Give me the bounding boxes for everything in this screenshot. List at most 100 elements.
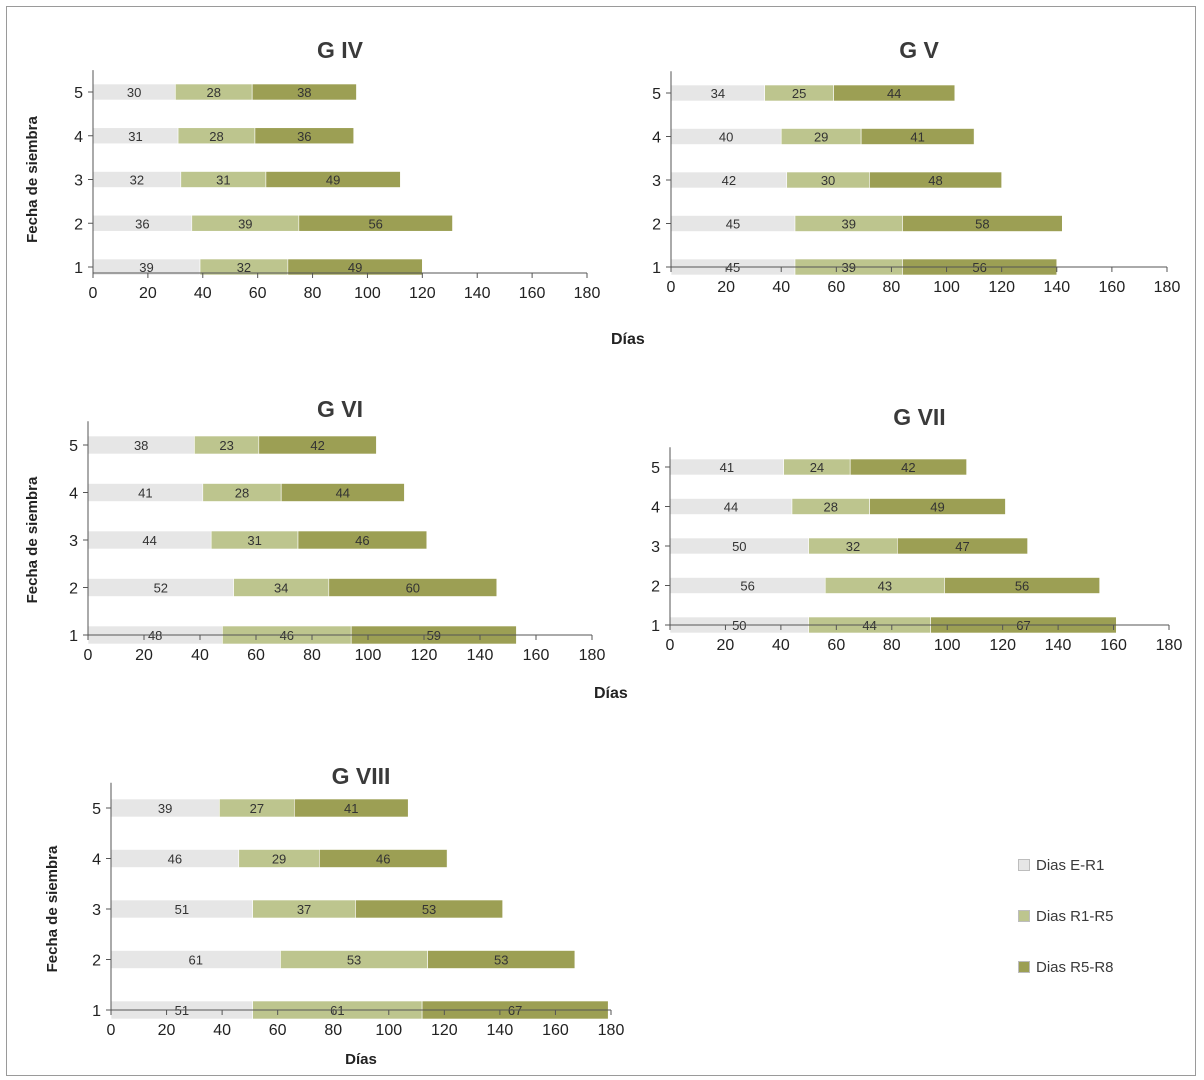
x-tick-label-160: 160 [519,285,546,302]
data-label-dias-e-r1-cat-2: 52 [154,581,168,596]
legend-swatch-r1-r5 [1018,910,1030,922]
bar-dias-r5-r8-cat-2 [902,215,1063,232]
x-tick-label-160: 160 [1100,637,1127,654]
x-tick-label-180: 180 [574,285,601,302]
y-tick-label-5: 5 [92,801,101,818]
data-label-dias-r1-r5-cat-5: 24 [810,460,824,475]
data-label-dias-e-r1-cat-1: 39 [139,260,153,275]
x-tick-label-20: 20 [717,637,735,654]
y-tick-label-5: 5 [74,85,83,102]
data-label-dias-e-r1-cat-5: 41 [720,460,734,475]
x-tick-label-60: 60 [827,279,845,296]
bar-dias-r5-r8-cat-4 [280,483,405,502]
data-label-dias-e-r1-cat-3: 50 [732,539,746,554]
x-tick-label-120: 120 [411,647,438,664]
x-tick-label-80: 80 [304,285,322,302]
data-label-dias-r5-r8-cat-2: 60 [406,581,420,596]
x-axis-label-top: Días [611,331,645,348]
x-tick-label-140: 140 [487,1022,514,1039]
x-tick-label-60: 60 [827,637,845,654]
bar-dias-r5-r8-cat-5 [258,435,377,455]
x-tick-label-40: 40 [213,1022,231,1039]
data-label-dias-r1-r5-cat-3: 32 [846,539,860,554]
x-tick-label-120: 120 [989,637,1016,654]
x-axis-label: Días [345,1051,377,1068]
x-tick-label-160: 160 [523,647,550,664]
data-label-dias-r5-r8-cat-4: 36 [297,129,311,144]
y-tick-label-5: 5 [651,460,660,477]
x-tick-label-180: 180 [1156,637,1183,654]
data-label-dias-e-r1-cat-4: 41 [138,486,152,501]
data-label-dias-r1-r5-cat-2: 39 [238,216,252,231]
x-tick-label-80: 80 [883,637,901,654]
x-tick-label-60: 60 [249,285,267,302]
x-axis-label-middle: Días [594,685,628,702]
chart-title: G VII [893,404,945,430]
legend-label-e-r1: Dias E-R1 [1036,856,1105,874]
data-label-dias-r5-r8-cat-4: 49 [930,500,944,515]
y-tick-label-3: 3 [74,173,83,190]
bar-dias-r5-r8-cat-5 [294,798,409,818]
y-tick-label-1: 1 [651,618,660,635]
bar-dias-r5-r8-cat-4 [869,498,1006,515]
x-tick-label-140: 140 [464,285,491,302]
data-label-dias-e-r1-cat-2: 36 [135,216,149,231]
bar-dias-r5-r8-cat-3 [869,171,1002,189]
data-label-dias-r1-r5-cat-1: 32 [237,260,251,275]
y-tick-label-4: 4 [92,852,101,869]
x-tick-label-20: 20 [717,279,735,296]
data-label-dias-e-r1-cat-5: 34 [711,86,725,101]
x-tick-label-0: 0 [107,1022,116,1039]
y-tick-label-2: 2 [92,953,101,970]
bar-dias-r5-r8-cat-4 [254,127,355,145]
data-label-dias-e-r1-cat-5: 30 [127,85,141,100]
y-axis-label: Fecha de siembra [44,845,61,972]
data-label-dias-r1-r5-cat-2: 39 [841,217,855,232]
data-label-dias-r5-r8-cat-4: 46 [376,852,390,867]
data-label-dias-r1-r5-cat-5: 23 [219,438,233,453]
x-tick-label-80: 80 [883,279,901,296]
y-tick-label-1: 1 [69,628,78,645]
data-label-dias-r1-r5-cat-3: 31 [247,533,261,548]
chart-title: G IV [317,37,364,63]
y-tick-label-4: 4 [74,129,83,146]
x-tick-label-0: 0 [667,279,676,296]
data-label-dias-e-r1-cat-2: 61 [188,953,202,968]
data-label-dias-e-r1-cat-3: 32 [130,173,144,188]
y-tick-label-4: 4 [652,130,661,147]
data-label-dias-e-r1-cat-4: 46 [168,852,182,867]
data-label-dias-r5-r8-cat-5: 42 [310,438,324,453]
y-tick-label-3: 3 [652,173,661,190]
bar-dias-r5-r8-cat-5 [849,458,967,476]
data-label-dias-r5-r8-cat-2: 58 [975,217,989,232]
x-tick-label-20: 20 [158,1022,176,1039]
data-label-dias-r1-r5-cat-3: 30 [821,173,835,188]
x-tick-label-120: 120 [409,285,436,302]
data-label-dias-r5-r8-cat-5: 41 [344,801,358,816]
legend-label-r1-r5: Dias R1-R5 [1036,907,1114,925]
chart-title: G V [899,37,939,63]
data-label-dias-r5-r8-cat-3: 48 [928,173,942,188]
figure-frame [6,6,1196,1076]
bar-dias-r5-r8-cat-2 [427,950,576,969]
data-label-dias-r1-r5-cat-4: 28 [209,129,223,144]
data-label-dias-r1-r5-cat-2: 34 [274,581,288,596]
legend-item-r1-r5: Dias R1-R5 [1018,905,1114,927]
x-tick-label-40: 40 [191,647,209,664]
data-label-dias-e-r1-cat-2: 56 [740,579,754,594]
data-label-dias-r1-r5-cat-4: 29 [814,130,828,145]
x-tick-label-100: 100 [355,647,382,664]
x-tick-label-60: 60 [269,1022,287,1039]
y-tick-label-2: 2 [651,579,660,596]
data-label-dias-r1-r5-cat-5: 25 [792,86,806,101]
y-tick-label-1: 1 [92,1003,101,1020]
data-label-dias-r5-r8-cat-5: 44 [887,86,901,101]
data-label-dias-r1-r5-cat-5: 27 [250,801,264,816]
data-label-dias-e-r1-cat-4: 44 [724,500,738,515]
x-tick-label-160: 160 [1099,279,1126,296]
x-tick-label-160: 160 [542,1022,569,1039]
data-label-dias-r5-r8-cat-2: 56 [1015,579,1029,594]
x-tick-label-0: 0 [666,637,675,654]
